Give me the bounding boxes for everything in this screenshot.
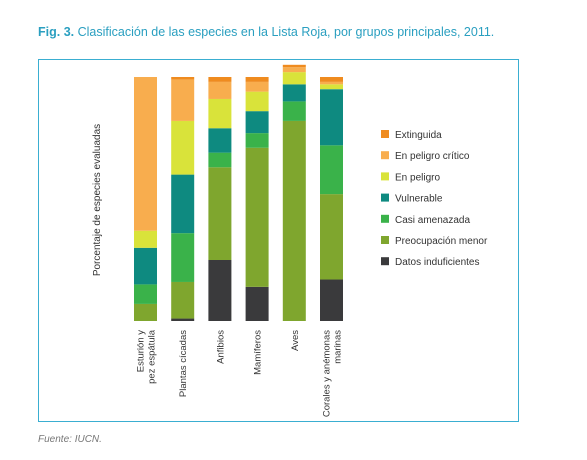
bar-segment-vulnerable-1 (171, 174, 195, 234)
bar-segment-en-peligro-critico-4 (282, 67, 306, 73)
x-tick-label-2-0: Anfibios (215, 330, 226, 364)
legend-swatch-datos-induficientes (381, 257, 389, 266)
bar-segment-en-peligro-1 (171, 120, 195, 175)
bar-segment-preocupacion-menor-0 (134, 303, 157, 321)
bar-segment-datos-induficientes-1 (171, 318, 195, 321)
legend-label-casi-amenazada: Casi amenazada (395, 215, 470, 226)
bar-segment-casi-amenazada-3 (245, 133, 269, 148)
legend-swatch-extinguida (381, 130, 389, 138)
legend: Extinguida En peligro crítico En peligro Vu… (381, 130, 488, 268)
legend-swatch-en-peligro (381, 172, 389, 181)
bar-segment-en-peligro-3 (245, 91, 269, 112)
bar-segment-en-peligro-critico-2 (208, 81, 232, 99)
bar-segment-casi-amenazada-2 (208, 152, 232, 168)
x-tick-label-4-0: Aves (290, 330, 301, 351)
legend-swatch-preocupacion-menor (381, 236, 389, 244)
bar-segment-vulnerable-0 (134, 247, 157, 285)
bar-segment-casi-amenazada-1 (171, 233, 195, 282)
bar-segment-vulnerable-2 (208, 128, 232, 153)
chart-frame (38, 59, 519, 422)
bars-group (134, 64, 343, 321)
legend-label-en-peligro: En peligro (395, 172, 440, 183)
x-tick-label-1-0: Plantas cícadas (178, 330, 189, 397)
bar-segment-casi-amenazada-4 (282, 101, 306, 121)
x-tick-label-0-0: Esturión y (136, 330, 147, 372)
legend-label-preocupacion-menor: Preocupación menor (395, 236, 488, 247)
y-axis-label: Porcentaje de especies evaluadas (92, 124, 103, 276)
bar-segment-datos-induficientes-3 (245, 286, 269, 321)
bar-segment-preocupacion-menor-4 (282, 120, 306, 321)
bar-segment-en-peligro-2 (208, 98, 232, 129)
legend-label-vulnerable: Vulnerable (395, 194, 443, 205)
bar-segment-en-peligro-5 (320, 84, 343, 90)
bar-segment-vulnerable-5 (320, 89, 343, 146)
x-tick-label-5-1: marinas (333, 330, 344, 364)
bar-segment-extinguida-1 (171, 77, 195, 80)
bar-segment-preocupacion-menor-1 (171, 281, 195, 319)
legend-label-datos-induficientes: Datos induficientes (395, 257, 480, 268)
source-note: Fuente: IUCN. (38, 434, 102, 445)
bar-segment-casi-amenazada-5 (320, 145, 343, 195)
bar-segment-en-peligro-critico-0 (134, 77, 157, 231)
bar-segment-preocupacion-menor-2 (208, 167, 232, 260)
bar-segment-en-peligro-0 (134, 230, 157, 248)
bar-segment-en-peligro-4 (282, 72, 306, 85)
figure-caption: Clasificación de las especies en la List… (77, 25, 495, 39)
x-axis-labels: Esturión y pez espátula Plantas cícadas Anf… (136, 329, 344, 417)
bar-segment-datos-induficientes-5 (320, 279, 343, 321)
legend-swatch-casi-amenazada (381, 214, 389, 223)
bar-segment-extinguida-2 (208, 77, 232, 82)
x-tick-label-0-1: pez espátula (147, 329, 158, 384)
legend-label-extinguida: Extinguida (395, 130, 442, 141)
figure-number: Fig. 3. (38, 25, 75, 39)
bar-segment-casi-amenazada-0 (134, 284, 157, 304)
bar-segment-en-peligro-critico-5 (320, 81, 343, 85)
bar-segment-en-peligro-critico-1 (171, 79, 195, 121)
bar-segment-preocupacion-menor-5 (320, 194, 343, 280)
legend-swatch-vulnerable (381, 193, 389, 202)
legend-swatch-en-peligro-critico (381, 151, 389, 160)
bar-segment-extinguida-4 (282, 64, 306, 68)
x-tick-label-3-0: Mamíferos (253, 330, 264, 375)
figure-title: Fig. 3. Clasificación de las especies en… (38, 25, 494, 39)
bar-segment-extinguida-3 (245, 77, 269, 82)
bar-segment-vulnerable-4 (282, 84, 306, 102)
legend-label-en-peligro-critico: En peligro crítico (395, 151, 470, 162)
bar-segment-datos-induficientes-2 (208, 260, 232, 321)
bar-segment-en-peligro-critico-3 (245, 81, 269, 92)
bar-segment-preocupacion-menor-3 (245, 147, 269, 287)
bar-segment-extinguida-5 (320, 77, 343, 82)
bar-segment-vulnerable-3 (245, 111, 269, 134)
x-tick-label-5-0: Corales y anémonas (322, 330, 333, 417)
